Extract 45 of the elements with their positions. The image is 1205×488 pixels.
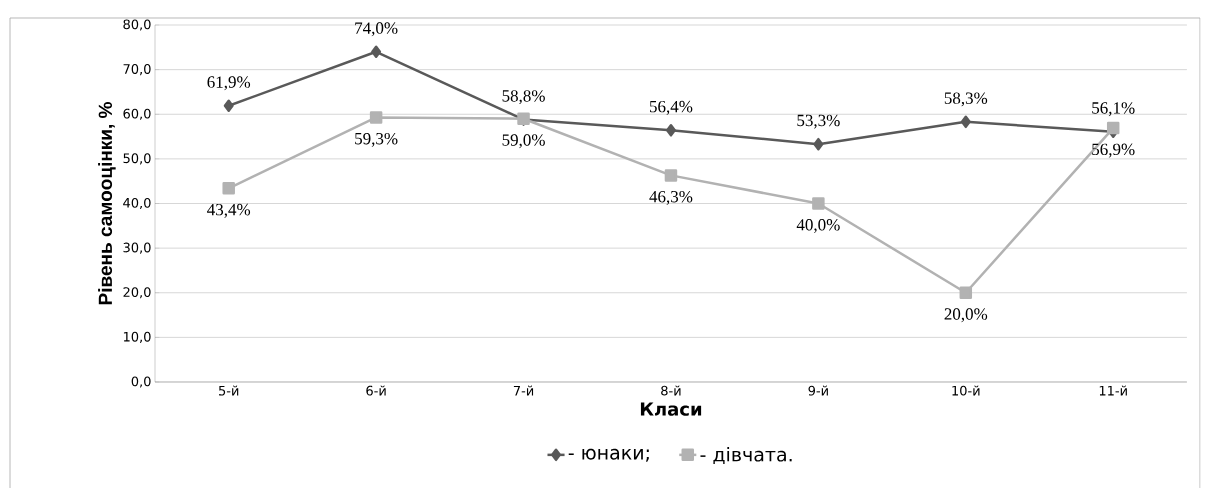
y-tick-label: 10,0 xyxy=(123,331,151,343)
data-label: 56,4% xyxy=(649,100,693,115)
point xyxy=(222,182,235,195)
point xyxy=(371,45,382,59)
data-label: 58,3% xyxy=(944,92,988,107)
y-tick-label: 20,0 xyxy=(123,287,151,299)
data-label: 56,9% xyxy=(1092,143,1135,158)
x-tick-label: 5-й xyxy=(219,385,239,396)
x-tick-label: 6-й xyxy=(366,385,386,396)
point xyxy=(369,111,383,124)
legend-label: - дівчата. xyxy=(700,446,792,464)
x-axis-title: Класи xyxy=(640,402,702,416)
data-label: 56,1% xyxy=(1092,102,1135,117)
x-tick-label: 8-й xyxy=(661,385,681,396)
y-tick-label: 80,0 xyxy=(123,19,151,31)
y-tick-label: 0,0 xyxy=(131,376,151,388)
point xyxy=(1106,121,1120,135)
y-tick-label: 70,0 xyxy=(123,64,151,76)
data-label: 61,9% xyxy=(207,76,251,91)
point xyxy=(813,137,824,151)
data-label: 53,3% xyxy=(797,114,840,129)
point xyxy=(665,124,676,137)
data-label: 43,4% xyxy=(207,203,251,218)
y-tick-label: 60,0 xyxy=(123,108,151,120)
point xyxy=(960,115,971,129)
data-label: 46,3% xyxy=(649,190,693,205)
legend-label: - юнаки; xyxy=(568,448,649,462)
point xyxy=(812,197,825,210)
x-tick-label: 10-й xyxy=(952,385,980,396)
y-tick-label: 40,0 xyxy=(123,197,151,210)
y-axis-title: Рівень самооцінки, % xyxy=(98,102,116,305)
x-tick-label: 9-й xyxy=(808,385,828,396)
data-label: 59,0% xyxy=(502,134,545,149)
data-label: 40,0% xyxy=(796,219,840,233)
data-label: 59,3% xyxy=(355,132,398,147)
data-label: 20,0% xyxy=(944,308,988,323)
data-label: 74,0% xyxy=(355,22,398,37)
point xyxy=(959,286,973,299)
x-tick-label: 7-й xyxy=(513,385,534,396)
y-tick-label: 50,0 xyxy=(123,153,151,165)
y-tick-label: 30,0 xyxy=(123,242,151,254)
point xyxy=(223,99,234,113)
data-label: 58,8% xyxy=(502,90,545,105)
x-tick-label: 11-й xyxy=(1099,385,1127,396)
point xyxy=(664,169,678,182)
